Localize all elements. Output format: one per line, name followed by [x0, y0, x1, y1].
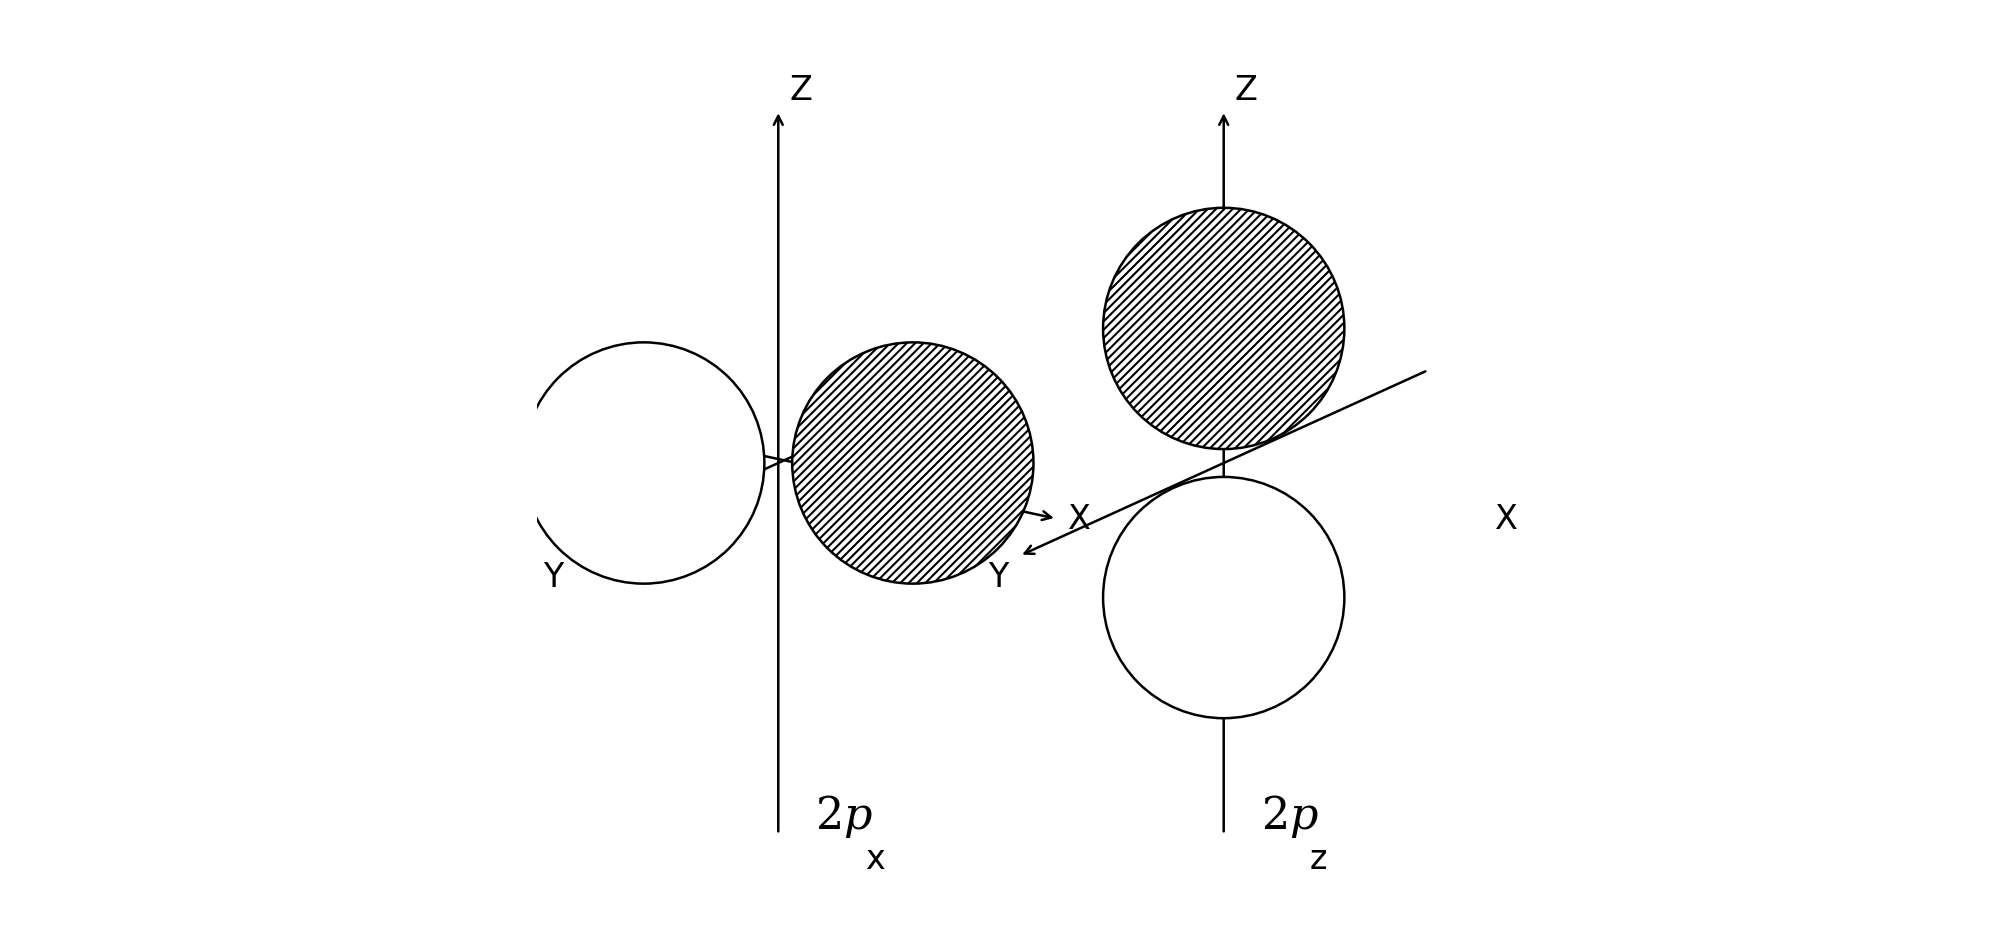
Text: Y: Y [989, 561, 1009, 594]
Circle shape [793, 343, 1033, 584]
Text: Z: Z [1235, 73, 1257, 107]
Circle shape [1103, 209, 1345, 450]
Circle shape [1103, 477, 1345, 718]
Text: X: X [1067, 502, 1091, 536]
Text: x: x [865, 842, 885, 875]
Text: $2p$: $2p$ [1261, 793, 1319, 839]
Text: X: X [1495, 502, 1518, 536]
Text: Z: Z [789, 73, 813, 107]
Circle shape [523, 343, 765, 584]
Text: z: z [1309, 842, 1327, 875]
Text: $2p$: $2p$ [815, 793, 873, 839]
Text: Y: Y [543, 561, 563, 594]
